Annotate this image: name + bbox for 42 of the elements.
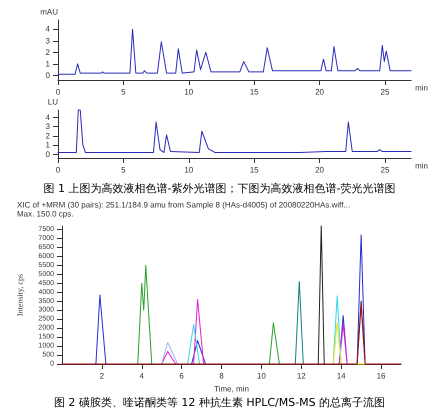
y-axis-title: Intensity, cps (16, 274, 24, 316)
y-tick-label: 0 (46, 150, 51, 159)
y-tick-label: 2 (46, 48, 51, 57)
caption: 图 2 磺胺类、喹诺酮类等 12 种抗生素 HPLC/MS-MS 的总离子流图 (54, 396, 386, 409)
x-axis-title: min (415, 162, 428, 170)
x-tick-label: 0 (56, 88, 61, 96)
x-axis-title: min (415, 84, 428, 92)
x-tick-label: 8 (219, 372, 224, 380)
y-tick-label: 4 (46, 24, 51, 34)
y-tick-label: 0 (46, 70, 51, 80)
y-tick-label: 3 (46, 36, 51, 46)
x-tick-label: 2 (100, 372, 105, 380)
y-tick-label: 3 (46, 122, 51, 132)
x-tick-label: 14 (336, 372, 346, 380)
x-tick-label: 4 (140, 372, 145, 380)
x-tick-label: 20 (315, 166, 325, 174)
x-axis-title: Time, min (214, 384, 249, 394)
chart-title: XIC of +MRM (30 pairs): 251.1/184.9 amu from Sample 8 (HAs-d4005) of 20080220HAs.wiff... (17, 200, 350, 210)
x-tick-label: 25 (380, 166, 390, 174)
caption: 图 1 上图为高效液相色谱-紫外光谱图；下图为高效液相色谱-荧光光谱图 (44, 182, 396, 195)
y-axis-title: mAU (40, 8, 58, 16)
line-series (58, 28, 412, 75)
x-tick-label: 6 (179, 372, 184, 380)
x-tick-label: 12 (296, 372, 306, 380)
y-tick-label: 1 (46, 59, 51, 68)
x-tick-label: 10 (184, 88, 194, 96)
x-tick-label: 25 (380, 88, 390, 96)
x-tick-label: 10 (256, 372, 266, 380)
x-tick-label: 0 (56, 166, 61, 174)
x-tick-label: 15 (250, 88, 260, 96)
y-tick-label: 4 (46, 112, 51, 122)
x-tick-label: 10 (184, 166, 194, 174)
y-axis-title: LU (48, 98, 58, 106)
x-tick-label: 5 (121, 88, 126, 96)
x-tick-label: 20 (315, 88, 325, 96)
x-tick-label: 16 (376, 372, 386, 380)
line-series (58, 110, 412, 153)
chart-subtitle: Max. 150.0 cps. (17, 210, 74, 218)
x-tick-label: 15 (250, 166, 260, 174)
y-tick-label: 2 (46, 131, 51, 140)
y-tick-label: 1 (46, 140, 51, 150)
x-tick-label: 5 (121, 166, 126, 174)
